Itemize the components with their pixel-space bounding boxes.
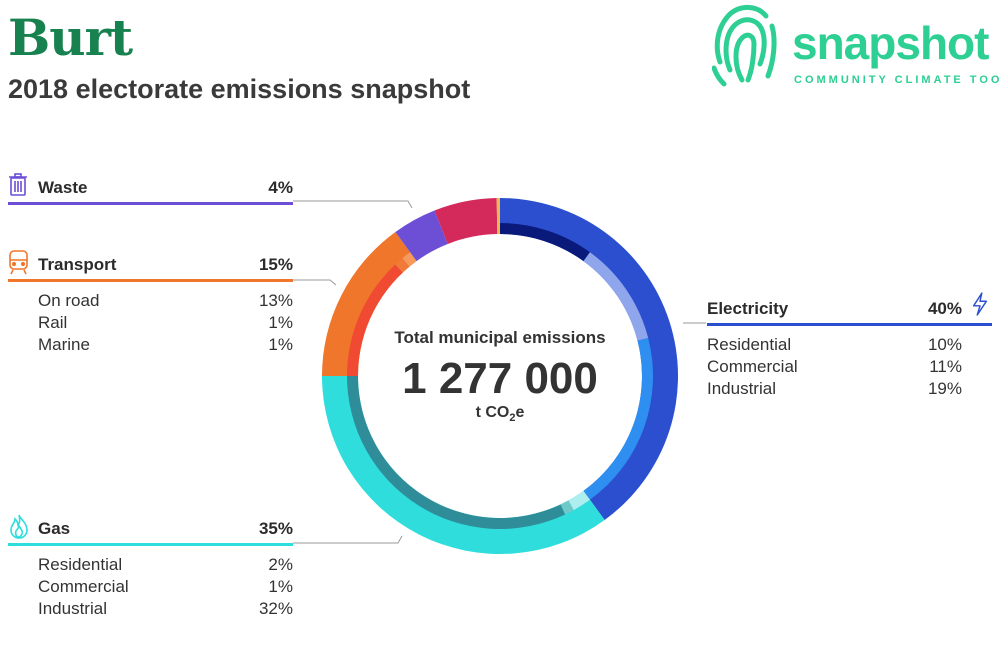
electricity-legend: Electricity 40% Residential 10% Commercia… bbox=[707, 292, 992, 398]
outer-slice-gas bbox=[322, 376, 605, 554]
gas-label: Gas bbox=[38, 519, 71, 538]
inner-slice-electricity-residential bbox=[500, 223, 590, 262]
logo-tagline: COMMUNITY CLIMATE TOOL bbox=[794, 74, 1000, 86]
train-icon bbox=[9, 250, 28, 275]
gas-leader-line bbox=[293, 535, 403, 544]
snapshot-logo: snapshot COMMUNITY CLIMATE TOOL bbox=[712, 0, 1000, 92]
electricity-percent: 40% bbox=[927, 299, 962, 318]
logo-wordmark: snapshot bbox=[792, 17, 989, 69]
total-value: 1 277 000 bbox=[402, 354, 598, 403]
outer-slice-unlabeled-5 bbox=[496, 198, 500, 235]
fingerprint-icon bbox=[712, 5, 777, 87]
transport-legend: Transport 15% On road 13% Rail 1% Marine 1% bbox=[8, 250, 293, 354]
trash-icon bbox=[9, 173, 27, 196]
transport-label: Transport bbox=[38, 255, 117, 274]
inner-slice-transport-on-road bbox=[347, 264, 403, 376]
total-label: Total municipal emissions bbox=[394, 328, 606, 347]
inner-slice-transport-rail bbox=[395, 258, 410, 273]
list-item: Industrial 19% bbox=[707, 379, 962, 398]
inner-ring bbox=[347, 223, 653, 529]
inner-slice-gas-industrial bbox=[347, 376, 566, 529]
page-subtitle: 2018 electorate emissions snapshot bbox=[8, 74, 471, 104]
waste-leader-line bbox=[293, 200, 413, 209]
gas-rule bbox=[8, 543, 293, 546]
waste-rule bbox=[8, 202, 293, 205]
waste-legend: Waste 4% bbox=[8, 173, 293, 205]
flame-icon bbox=[10, 514, 28, 539]
list-item: Residential 10% bbox=[707, 335, 962, 354]
list-item: Commercial 1% bbox=[38, 577, 293, 596]
electricity-rule bbox=[707, 323, 992, 326]
outer-slice-unlabeled-4 bbox=[434, 198, 498, 244]
list-item: Industrial 32% bbox=[38, 599, 293, 618]
outer-slice-waste bbox=[395, 210, 448, 262]
inner-slice-transport-marine bbox=[402, 252, 417, 267]
inner-slice-gas-commercial bbox=[560, 500, 574, 515]
inner-slice-electricity-industrial bbox=[583, 337, 653, 500]
gas-legend: Gas 35% Residential 2% Commercial 1% Indus… bbox=[8, 514, 293, 618]
waste-percent: 4% bbox=[268, 178, 293, 197]
inner-slice-gas-residential bbox=[568, 490, 590, 511]
gas-percent: 35% bbox=[258, 519, 293, 538]
list-item: Residential 2% bbox=[38, 555, 293, 574]
lightning-icon bbox=[972, 292, 988, 316]
leader-lines bbox=[293, 200, 706, 544]
inner-slice-electricity-commercial bbox=[583, 252, 649, 341]
list-item: On road 13% bbox=[38, 291, 293, 310]
electricity-label: Electricity bbox=[707, 299, 789, 318]
transport-rule bbox=[8, 279, 293, 282]
transport-percent: 15% bbox=[258, 255, 293, 274]
list-item: Marine 1% bbox=[38, 335, 293, 354]
transport-leader-line bbox=[293, 279, 337, 286]
list-item: Rail 1% bbox=[38, 313, 293, 332]
waste-label: Waste bbox=[38, 178, 88, 197]
page-title: Burt bbox=[8, 8, 133, 67]
total-unit: t CO2e bbox=[475, 404, 525, 425]
list-item: Commercial 11% bbox=[707, 357, 962, 376]
